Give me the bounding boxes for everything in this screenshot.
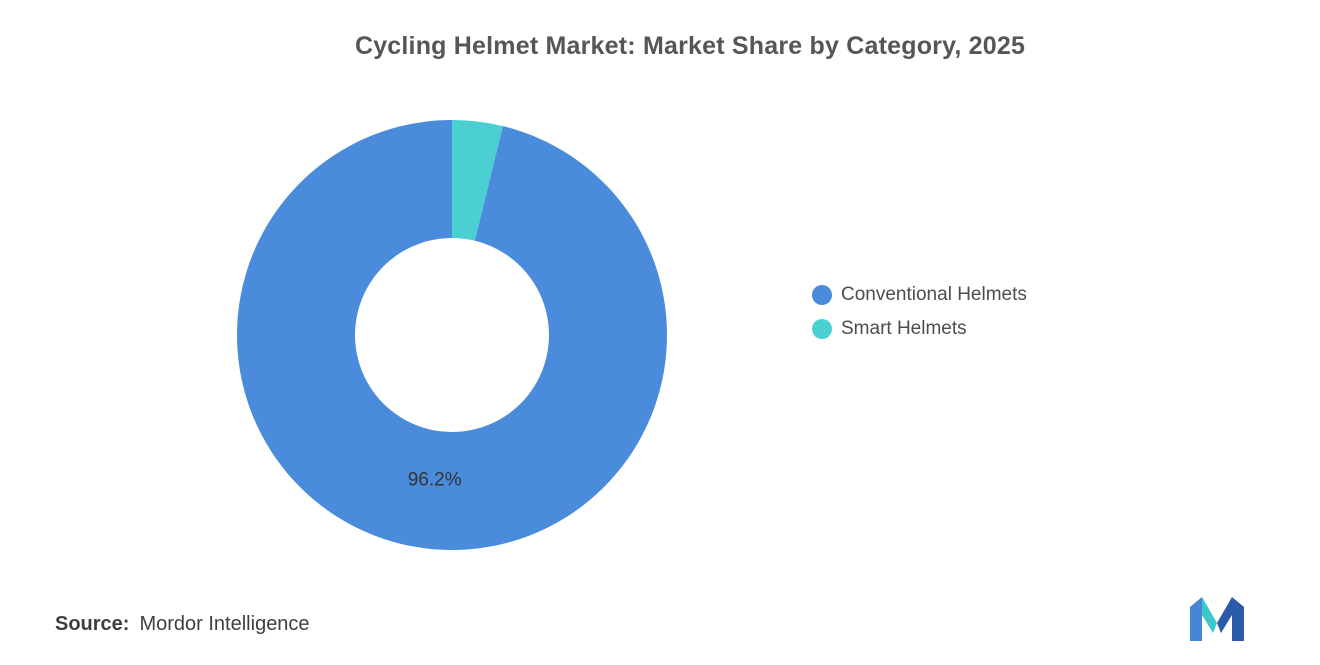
legend-item-smart-helmets: Smart Helmets xyxy=(812,318,1027,340)
pie-slice-smart-helmets xyxy=(452,120,503,241)
chart-legend: Conventional Helmets Smart Helmets xyxy=(812,284,1027,340)
logo-left-stroke xyxy=(1190,597,1202,641)
pie-data-label: 96.2% xyxy=(408,469,462,490)
logo-right-stroke xyxy=(1232,597,1244,641)
donut-chart: 96.2% xyxy=(236,120,667,550)
legend-label: Conventional Helmets xyxy=(841,284,1027,305)
legend-dot-icon xyxy=(812,319,832,339)
logo-middle-stroke xyxy=(1202,597,1217,633)
legend-dot-icon xyxy=(812,285,832,305)
legend-item-conventional-helmets: Conventional Helmets xyxy=(812,284,1027,306)
mordor-intelligence-logo xyxy=(1190,597,1244,641)
pie-slice-conventional-helmets xyxy=(236,120,667,550)
logo-right-inner-stroke xyxy=(1217,597,1232,633)
chart-title: Cycling Helmet Market: Market Share by C… xyxy=(354,32,1026,60)
legend-label: Smart Helmets xyxy=(841,318,967,339)
source-label: Source: xyxy=(55,613,130,635)
source-line: Source: Mordor Intelligence xyxy=(55,613,310,636)
source-text: Mordor Intelligence xyxy=(139,613,310,635)
